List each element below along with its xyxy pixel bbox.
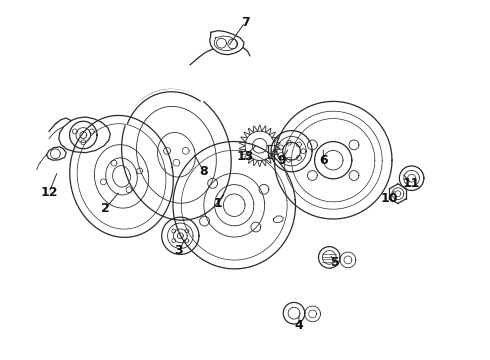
Text: 6: 6 [319,154,328,167]
Text: 7: 7 [241,16,249,29]
Text: 11: 11 [403,177,420,190]
Text: 10: 10 [381,192,398,204]
Text: 12: 12 [40,186,58,199]
Text: 5: 5 [331,256,340,269]
Text: 3: 3 [174,244,183,257]
Text: 9: 9 [277,154,286,167]
Text: 8: 8 [199,165,208,177]
Text: 1: 1 [214,197,222,210]
Text: 4: 4 [294,319,303,332]
Text: 2: 2 [101,202,110,215]
Text: 13: 13 [236,150,254,163]
